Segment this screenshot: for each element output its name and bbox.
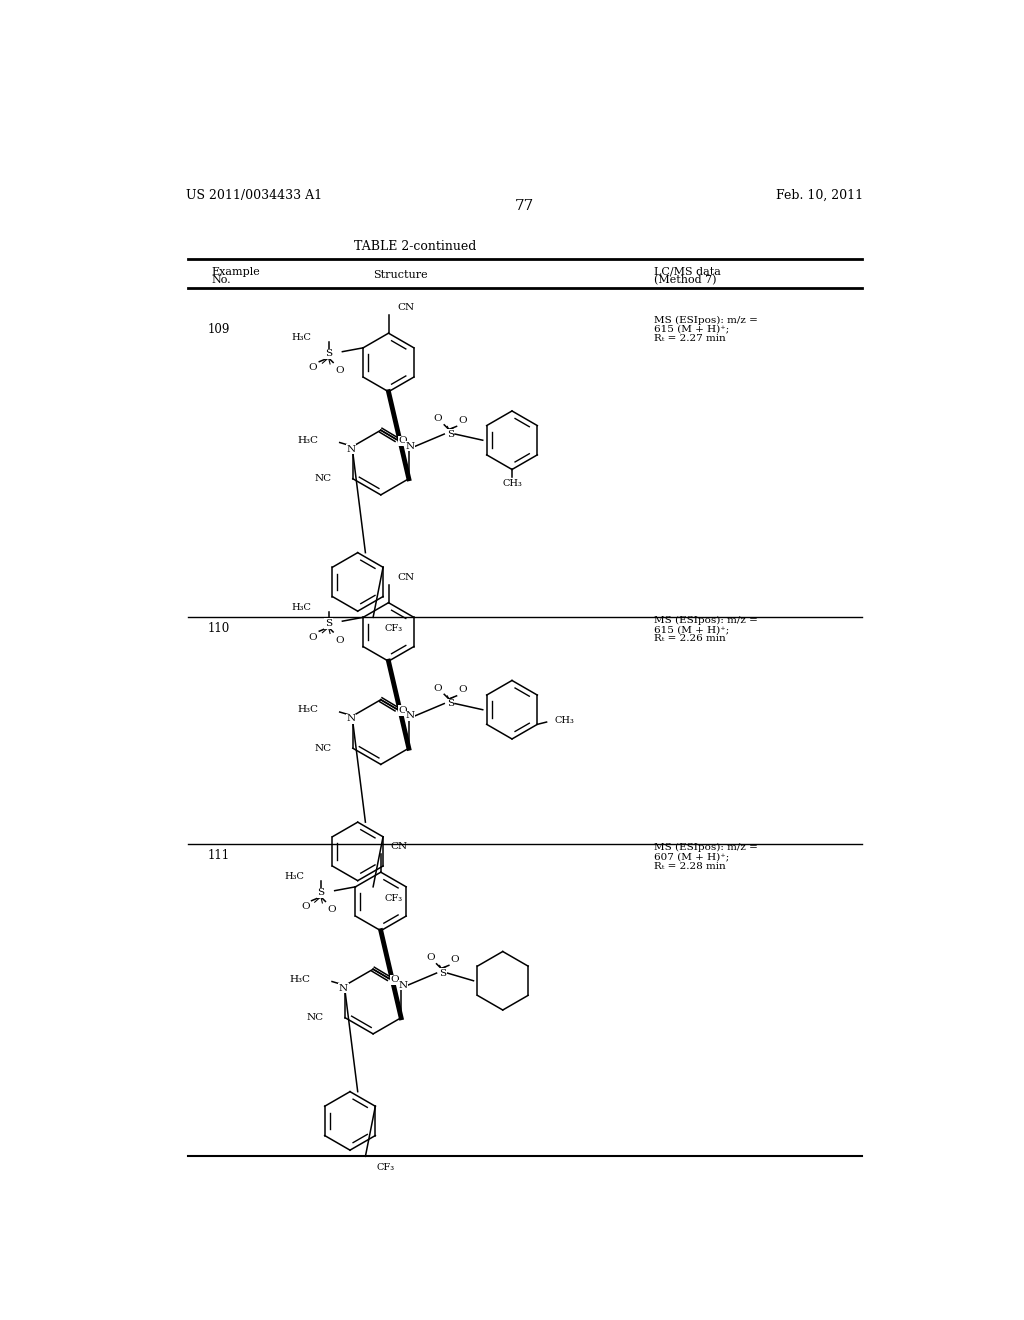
Text: NC: NC (314, 743, 331, 752)
Text: H₃C: H₃C (292, 603, 311, 611)
Text: (Method 7): (Method 7) (654, 275, 717, 285)
Text: O: O (434, 414, 442, 424)
Text: Rₜ = 2.28 min: Rₜ = 2.28 min (654, 862, 726, 870)
Text: O: O (451, 954, 460, 964)
Text: N: N (347, 445, 355, 454)
Text: Example: Example (211, 267, 260, 277)
Text: CN: CN (397, 304, 415, 313)
Text: N: N (406, 442, 415, 451)
Text: 111: 111 (208, 849, 229, 862)
Text: US 2011/0034433 A1: US 2011/0034433 A1 (186, 189, 323, 202)
Text: No.: No. (211, 275, 231, 285)
Text: O: O (301, 903, 309, 911)
Text: CH₃: CH₃ (554, 715, 574, 725)
Text: Structure: Structure (373, 271, 427, 280)
Text: H₃C: H₃C (297, 705, 318, 714)
Text: N: N (406, 711, 415, 721)
Text: H₃C: H₃C (284, 873, 304, 882)
Text: Feb. 10, 2011: Feb. 10, 2011 (776, 189, 863, 202)
Text: O: O (398, 437, 407, 445)
Text: S: S (446, 700, 454, 708)
Text: 615 (M + H)⁺;: 615 (M + H)⁺; (654, 325, 729, 334)
Text: O: O (426, 953, 435, 962)
Text: CF₃: CF₃ (385, 624, 402, 634)
Text: 109: 109 (208, 323, 230, 335)
Text: Rₜ = 2.27 min: Rₜ = 2.27 min (654, 334, 726, 343)
Text: O: O (390, 975, 399, 985)
Text: CN: CN (397, 573, 415, 582)
Text: O: O (335, 636, 344, 645)
Text: S: S (325, 619, 332, 628)
Text: O: O (328, 906, 336, 915)
Text: H₃C: H₃C (297, 436, 318, 445)
Text: CH₃: CH₃ (502, 479, 522, 488)
Text: 110: 110 (208, 622, 229, 635)
Text: S: S (317, 888, 325, 898)
Text: LC/MS data: LC/MS data (654, 267, 721, 277)
Text: TABLE 2-continued: TABLE 2-continued (354, 240, 476, 253)
Text: CN: CN (390, 842, 408, 851)
Text: CF₃: CF₃ (377, 1163, 395, 1172)
Text: H₃C: H₃C (292, 334, 311, 342)
Text: O: O (434, 684, 442, 693)
Text: S: S (446, 429, 454, 438)
Text: Rₜ = 2.26 min: Rₜ = 2.26 min (654, 635, 726, 643)
Text: O: O (309, 363, 317, 372)
Text: N: N (398, 981, 408, 990)
Text: NC: NC (306, 1014, 324, 1022)
Text: 607 (M + H)⁺;: 607 (M + H)⁺; (654, 853, 729, 861)
Text: CF₃: CF₃ (385, 894, 402, 903)
Text: O: O (309, 632, 317, 642)
Text: MS (ESIpos): m/z =: MS (ESIpos): m/z = (654, 843, 758, 853)
Text: NC: NC (314, 474, 331, 483)
Text: 77: 77 (515, 199, 535, 213)
Text: O: O (459, 416, 467, 425)
Text: S: S (325, 350, 332, 359)
Text: MS (ESIpos): m/z =: MS (ESIpos): m/z = (654, 315, 758, 325)
Text: O: O (335, 367, 344, 375)
Text: O: O (398, 706, 407, 715)
Text: H₃C: H₃C (290, 974, 310, 983)
Text: O: O (459, 685, 467, 694)
Text: MS (ESIpos): m/z =: MS (ESIpos): m/z = (654, 616, 758, 624)
Text: N: N (339, 983, 348, 993)
Text: N: N (347, 714, 355, 723)
Text: S: S (439, 969, 446, 978)
Text: 615 (M + H)⁺;: 615 (M + H)⁺; (654, 626, 729, 634)
